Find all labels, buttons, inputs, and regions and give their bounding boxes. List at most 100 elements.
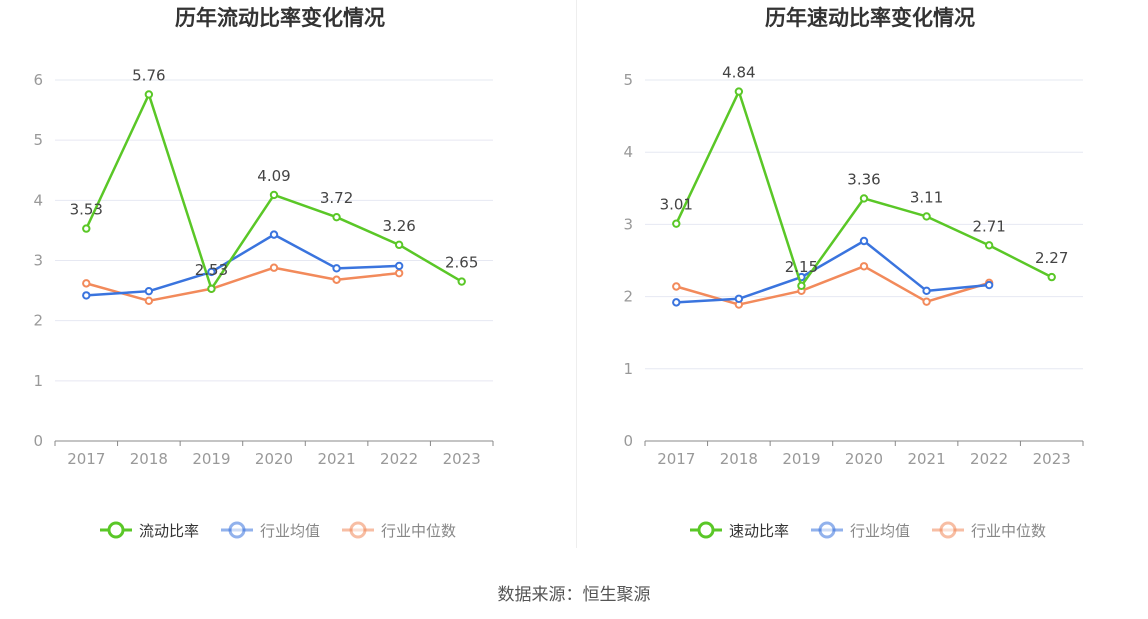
chart-2: 历年速动比率变化情况 0 1 2 3 4 5 2017 2018 2019 2020 2021 2022… [623,6,1084,540]
data-label: 2.71 [972,217,1005,235]
data-point [207,267,216,277]
data-point [82,224,91,233]
legend-marker [349,521,367,539]
series-line-3 [85,266,400,303]
chart-divider [576,0,577,548]
x-tick-label: 2023 [443,450,481,468]
y-tick-label: 1 [623,360,633,378]
data-point [207,284,216,293]
legend-label: 行业均值 [260,522,320,540]
data-label: 2.65 [445,254,478,272]
x-tick-label: 2020 [845,450,883,468]
data-point [394,268,404,278]
x-tick-label: 2021 [907,450,945,468]
data-point [144,286,154,296]
data-label: 4.09 [257,167,290,185]
data-label: 5.76 [132,66,165,84]
series-line-3 [675,265,990,306]
data-point [672,282,681,291]
legend-marker [107,521,125,539]
data-label: 2.27 [1035,249,1068,267]
data-point [394,240,404,250]
legend-label: 行业中位数 [381,522,456,540]
legend-label: 行业均值 [850,522,910,540]
legend: 速动比率 行业均值 行业中位数 [690,521,1046,540]
data-point [859,194,869,203]
y-tick-label: 1 [33,372,43,390]
x-tick-label: 2023 [1033,450,1071,468]
y-tick-label: 3 [623,215,633,233]
data-point [922,286,931,296]
series-line-2 [676,239,990,304]
x-tick-label: 2022 [380,450,418,468]
data-point [332,212,341,222]
y-tick-label: 6 [33,71,43,89]
y-tick-label: 0 [623,432,633,450]
legend-label: 速动比率 [729,522,789,540]
x-tick-label: 2019 [782,450,820,468]
data-label: 2.15 [785,258,818,276]
data-label: 2.53 [195,261,228,279]
data-point [922,212,931,221]
y-tick-label: 2 [623,288,633,306]
data-point [332,264,341,273]
data-point [82,279,91,288]
chart-1: 历年流动比率变化情况 0 1 2 3 4 5 6 2017 2018 2019 2020 2021 202… [33,6,494,540]
data-point [144,90,154,99]
x-tick-label: 2022 [970,450,1008,468]
data-point [797,281,806,290]
data-point [457,277,466,286]
data-label: 3.26 [382,217,415,235]
data-point [734,294,744,303]
x-tick-label: 2018 [130,450,168,468]
y-tick-label: 4 [623,143,633,161]
data-point [672,219,681,228]
data-point [144,296,154,306]
legend-label: 流动比率 [139,522,199,540]
x-tick-label: 2020 [255,450,293,468]
chart-title: 历年速动比率变化情况 [765,6,975,30]
y-tick-label: 5 [623,71,633,89]
data-point [672,298,681,307]
y-tick-label: 4 [33,191,43,209]
x-tick-label: 2017 [657,450,695,468]
data-point [332,275,341,284]
data-label: 3.01 [660,196,693,214]
data-label: 3.53 [70,201,103,219]
series-line-1 [675,90,1053,288]
x-tick-label: 2017 [67,450,105,468]
y-tick-label: 3 [33,252,43,270]
x-tick-label: 2019 [192,450,230,468]
data-point [1047,272,1056,282]
data-point [984,280,994,290]
y-tick-label: 0 [33,432,43,450]
data-point [269,263,279,272]
data-point [922,297,931,306]
x-tick-label: 2021 [317,450,355,468]
data-label: 4.84 [722,64,755,82]
y-tick-label: 5 [33,131,43,149]
y-tick-label: 2 [33,312,43,330]
legend-marker [697,521,715,539]
data-point [734,87,744,96]
data-point [269,190,279,200]
data-point [82,291,91,300]
data-label: 3.36 [847,170,880,188]
data-label: 3.11 [910,188,943,206]
legend: 流动比率 行业均值 行业中位数 [100,521,456,540]
legend-marker [818,521,836,539]
data-point [859,236,869,246]
x-tick-label: 2018 [720,450,758,468]
chart-title: 历年流动比率变化情况 [175,6,385,30]
series-line-2 [86,233,400,297]
data-label: 3.72 [320,189,353,207]
data-point [859,262,869,271]
legend-marker [939,521,957,539]
legend-label: 行业中位数 [971,522,1046,540]
data-point [984,241,994,250]
legend-marker [228,521,246,539]
data-point [394,261,404,271]
source-note: 数据来源：恒生聚源 [497,585,651,605]
data-point [269,230,279,239]
